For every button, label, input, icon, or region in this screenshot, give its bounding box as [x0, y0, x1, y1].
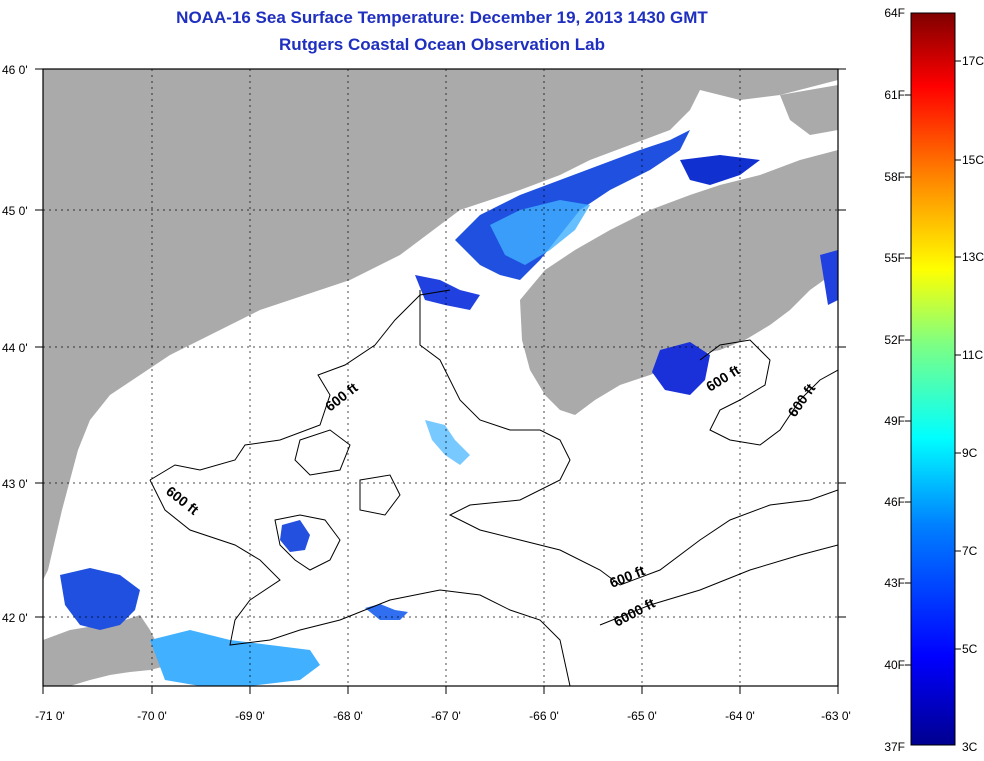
lon-label: -63 0' — [821, 709, 851, 723]
colorbar-c-label: 5C — [962, 642, 978, 656]
lon-label: -69 0' — [235, 709, 265, 723]
colorbar-f-label: 64F — [884, 6, 905, 20]
sst-patch-cape-cod-bay — [60, 568, 140, 630]
lon-label: -67 0' — [431, 709, 461, 723]
colorbar-ticks — [905, 60, 961, 666]
colorbar-f-label: 55F — [884, 251, 905, 265]
land-mainland — [43, 69, 838, 580]
map-subtitle: Rutgers Coastal Ocean Observation Lab — [279, 35, 605, 54]
colorbar-f-label: 40F — [884, 658, 905, 672]
graticule — [43, 69, 838, 686]
colorbar-c-label: 7C — [962, 544, 978, 558]
colorbar-f-label: 46F — [884, 495, 905, 509]
sst-patch-shelf — [365, 604, 408, 620]
lon-label: -70 0' — [137, 709, 167, 723]
lat-label: 46 0' — [2, 63, 28, 77]
colorbar-c-label: 11C — [962, 348, 983, 362]
axis-ticks — [35, 68, 846, 694]
sst-patch-penobscot — [415, 275, 480, 310]
land-cape-cod — [43, 615, 170, 686]
map-title: NOAA-16 Sea Surface Temperature: Decembe… — [176, 8, 708, 27]
lon-label: -68 0' — [333, 709, 363, 723]
minas-basin — [680, 155, 760, 185]
sst-patch-east-edge — [820, 250, 838, 305]
colorbar-c-label: 3C — [962, 740, 978, 754]
land-cape-breton — [780, 85, 838, 135]
colorbar-f-label: 43F — [884, 576, 905, 590]
bay-of-fundy-warm — [490, 200, 590, 265]
colorbar-f-label: 37F — [884, 740, 905, 754]
colorbar-c-label: 17C — [962, 54, 984, 68]
colorbar-c-label: 15C — [962, 153, 984, 167]
lon-label: -65 0' — [627, 709, 657, 723]
map-frame — [42, 68, 839, 687]
bathymetry-contours — [149, 289, 838, 686]
lat-label: 44 0' — [2, 341, 28, 355]
colorbar-f-label: 61F — [884, 88, 905, 102]
lat-label: 42 0' — [2, 611, 28, 625]
colorbar-f-label: 49F — [884, 414, 905, 428]
lat-label: 45 0' — [2, 204, 28, 218]
sst-patch-gulf-nova-scotia — [652, 342, 710, 395]
colorbar — [910, 12, 956, 746]
colorbar-f-label: 52F — [884, 333, 905, 347]
colorbar-c-label: 9C — [962, 446, 978, 460]
sst-patch-central — [280, 520, 310, 552]
sst-patch-georges — [425, 420, 470, 465]
land-nova-scotia — [520, 150, 838, 415]
lon-label: -71 0' — [35, 709, 65, 723]
lon-label: -66 0' — [529, 709, 559, 723]
colorbar-f-label: 58F — [884, 170, 905, 184]
lon-label: -64 0' — [725, 709, 755, 723]
lat-label: 43 0' — [2, 477, 28, 491]
colorbar-c-label: 13C — [962, 250, 984, 264]
sst-patch-nantucket — [150, 630, 320, 686]
